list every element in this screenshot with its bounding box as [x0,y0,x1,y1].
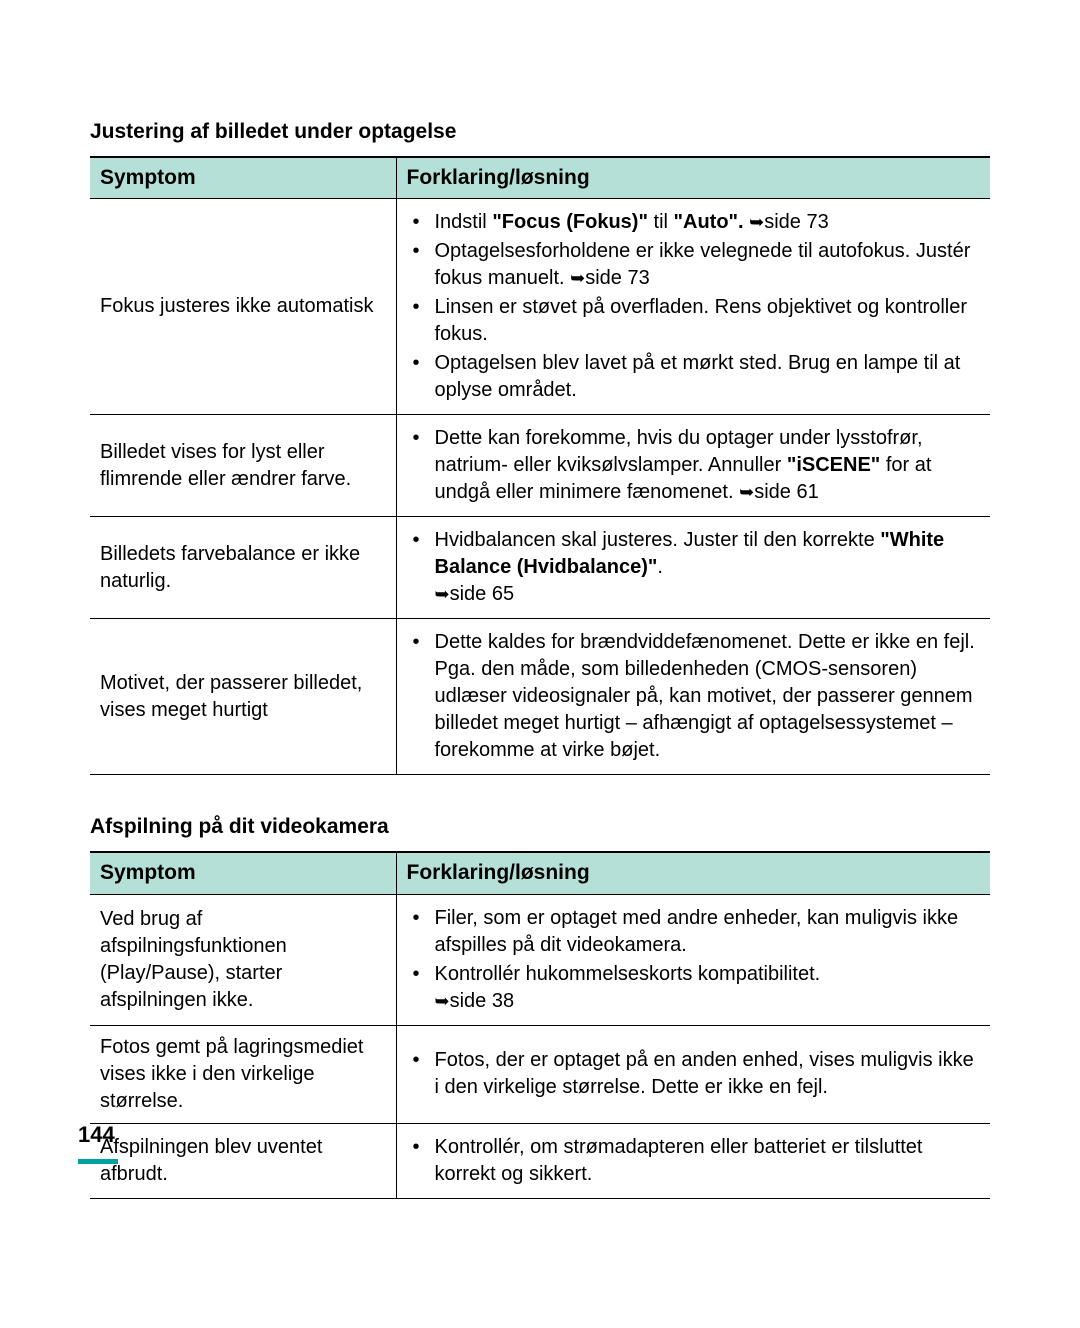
solution-cell: Hvidbalancen skal justeres. Juster til d… [396,517,990,619]
list-item: Kontrollér hukommelseskorts kompatibilit… [407,961,981,1015]
arrow-icon: ➥ [435,989,450,1013]
table-row: Billedet vises for lyst eller flimrende … [90,415,990,517]
symptom-cell: Billedets farvebalance er ikke naturlig. [90,517,396,619]
col-solution: Forklaring/løsning [396,852,990,894]
arrow-icon: ➥ [749,210,764,234]
table-adjustments: Symptom Forklaring/løsning Fokus justere… [90,156,990,775]
symptom-cell: Fokus justeres ikke automatisk [90,199,396,415]
arrow-icon: ➥ [739,480,754,504]
list-item: Hvidbalancen skal justeres. Juster til d… [407,527,981,608]
section1-title: Justering af billedet under optagelse [90,120,990,144]
solution-cell: Fotos, der er optaget på en anden enhed,… [396,1025,990,1123]
solution-cell: Dette kan forekomme, hvis du optager und… [396,415,990,517]
col-symptom: Symptom [90,852,396,894]
symptom-cell: Motivet, der passerer billedet, vises me… [90,619,396,775]
list-item: Filer, som er optaget med andre enheder,… [407,905,981,959]
list-item: Optagelsen blev lavet på et mørkt sted. … [407,350,981,404]
arrow-icon: ➥ [570,266,585,290]
page-marker [78,1159,118,1164]
list-item: Linsen er støvet på overfladen. Rens obj… [407,294,981,348]
arrow-icon: ➥ [435,582,450,606]
page-number: 144 [78,1122,115,1148]
section2-title: Afspilning på dit videokamera [90,815,990,839]
table-row: Afspilningen blev uventet afbrudt. Kontr… [90,1123,990,1198]
table-row: Ved brug af afspilningsfunktionen (Play/… [90,894,990,1025]
symptom-cell: Fotos gemt på lagringsmediet vises ikke … [90,1025,396,1123]
table-row: Billedets farvebalance er ikke naturlig.… [90,517,990,619]
list-item: Dette kaldes for brændviddefænomenet. De… [407,629,981,764]
col-symptom: Symptom [90,157,396,199]
solution-cell: Indstil "Focus (Fokus)" til "Auto". ➥sid… [396,199,990,415]
table-playback: Symptom Forklaring/løsning Ved brug af a… [90,851,990,1198]
col-solution: Forklaring/løsning [396,157,990,199]
solution-cell: Filer, som er optaget med andre enheder,… [396,894,990,1025]
symptom-cell: Afspilningen blev uventet afbrudt. [90,1123,396,1198]
list-item: Optagelsesforholdene er ikke velegnede t… [407,238,981,292]
solution-cell: Kontrollér, om strømadapteren eller batt… [396,1123,990,1198]
list-item: Kontrollér, om strømadapteren eller batt… [407,1134,981,1188]
table-row: Motivet, der passerer billedet, vises me… [90,619,990,775]
list-item: Fotos, der er optaget på en anden enhed,… [407,1047,981,1101]
table-row: Fotos gemt på lagringsmediet vises ikke … [90,1025,990,1123]
list-item: Dette kan forekomme, hvis du optager und… [407,425,981,506]
list-item: Indstil "Focus (Fokus)" til "Auto". ➥sid… [407,209,981,236]
symptom-cell: Billedet vises for lyst eller flimrende … [90,415,396,517]
symptom-cell: Ved brug af afspilningsfunktionen (Play/… [90,894,396,1025]
table-row: Fokus justeres ikke automatisk Indstil "… [90,199,990,415]
solution-cell: Dette kaldes for brændviddefænomenet. De… [396,619,990,775]
